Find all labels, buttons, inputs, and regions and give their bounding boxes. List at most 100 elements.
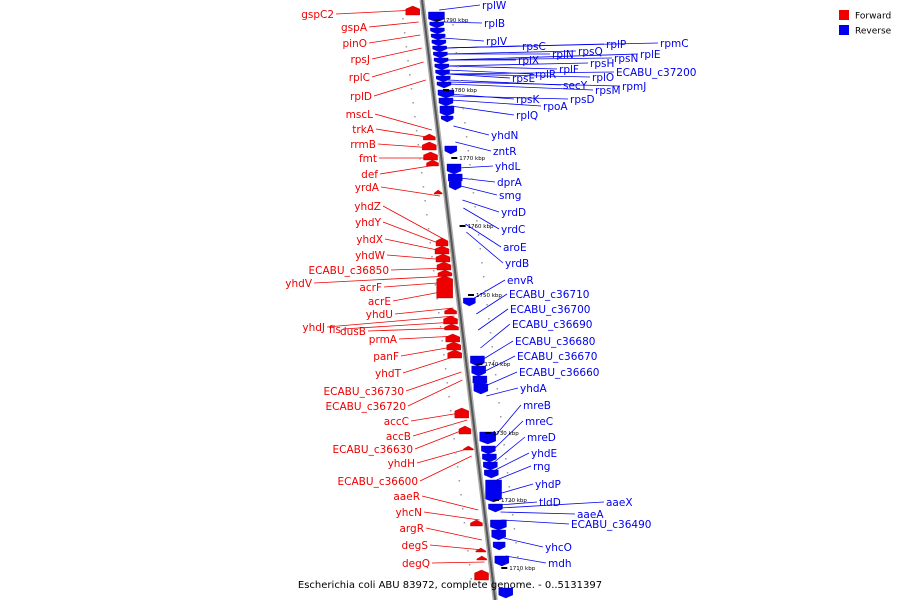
gene-label-acre[interactable]: acrE <box>368 296 391 308</box>
gene-label-rplx[interactable]: rplX <box>518 55 539 67</box>
gene-label-yhdx[interactable]: yhdX <box>356 234 383 246</box>
gene-label-argr[interactable]: argR <box>399 523 424 535</box>
gene-label-yhdz[interactable]: yhdZ <box>354 201 381 213</box>
gene-label-dusb[interactable]: dusB <box>340 326 366 338</box>
gene-label-yhcn[interactable]: yhcN <box>396 507 423 519</box>
gene-label-yhda[interactable]: yhdA <box>520 383 548 395</box>
gene-label-ecabu-c36630[interactable]: ECABU_c36630 <box>333 444 413 456</box>
gene-label-rpsd[interactable]: rpsD <box>570 94 595 106</box>
gene-label-rpmc[interactable]: rpmC <box>660 38 689 50</box>
gene-label-mscl[interactable]: mscL <box>346 109 373 121</box>
gene-label-rpsh[interactable]: rpsH <box>590 58 614 70</box>
gene-label-ecabu-c36730[interactable]: ECABU_c36730 <box>324 386 404 398</box>
gene-label-ecabu-c36600[interactable]: ECABU_c36600 <box>338 476 418 488</box>
gene-label-yhdu[interactable]: yhdU <box>366 309 393 321</box>
feature-fwd-0 <box>405 5 420 16</box>
minor-mark <box>491 346 493 348</box>
gene-label-yrda[interactable]: yrdA <box>355 182 380 194</box>
gene-label-envr[interactable]: envR <box>507 275 534 287</box>
gene-label-rpln[interactable]: rplN <box>552 49 574 61</box>
gene-label-mred[interactable]: mreD <box>527 432 556 444</box>
gene-label-yhco[interactable]: yhcO <box>545 542 572 554</box>
gene-label-fmt[interactable]: fmt <box>359 153 377 165</box>
gene-label-rpsq[interactable]: rpsQ <box>578 46 603 58</box>
gene-label-yhdt[interactable]: yhdT <box>375 368 402 380</box>
minor-mark <box>414 116 416 118</box>
gene-label-rplb[interactable]: rplB <box>484 18 505 30</box>
gene-label-smg[interactable]: smg <box>499 190 521 202</box>
gene-label-yhdh[interactable]: yhdH <box>388 458 415 470</box>
gene-label-ecabu-c36660[interactable]: ECABU_c36660 <box>519 367 599 379</box>
gene-label-rple[interactable]: rplE <box>640 49 661 61</box>
gene-label-yhde[interactable]: yhdE <box>531 448 557 460</box>
connector-ecabu-c36490 <box>501 519 570 525</box>
gene-label-rpld[interactable]: rplD <box>350 91 372 103</box>
gene-label-rpsn[interactable]: rpsN <box>614 53 638 65</box>
feature-rev-0 <box>428 11 445 23</box>
gene-label-aaea[interactable]: aaeA <box>577 509 604 521</box>
gene-label-yhdv[interactable]: yhdV <box>285 278 313 290</box>
gene-label-mdh[interactable]: mdh <box>548 558 572 570</box>
gene-label-yrdb[interactable]: yrdB <box>505 258 529 270</box>
gene-label-tldd[interactable]: tldD <box>539 497 561 509</box>
gene-label-yhdy[interactable]: yhdY <box>355 217 382 229</box>
gene-label-rplc[interactable]: rplC <box>349 72 370 84</box>
gene-label-zntr[interactable]: zntR <box>493 146 517 158</box>
feature-rev-14 <box>439 105 455 117</box>
gene-label-accb[interactable]: accB <box>386 431 411 443</box>
gene-label-rpse[interactable]: rpsE <box>512 73 535 85</box>
gene-label-yhdp[interactable]: yhdP <box>535 479 561 491</box>
connector-rpsn <box>445 57 613 61</box>
gene-label-rpoa[interactable]: rpoA <box>543 101 568 113</box>
gene-label-mreb[interactable]: mreB <box>523 400 551 412</box>
gene-label-ecabu-c36680[interactable]: ECABU_c36680 <box>515 336 595 348</box>
gene-label-yrdd[interactable]: yrdD <box>501 207 526 219</box>
gene-label-secy[interactable]: secY <box>563 80 588 92</box>
gene-label-aroe[interactable]: aroE <box>503 242 527 254</box>
gene-label-rrmb[interactable]: rrmB <box>350 139 376 151</box>
gene-label-degs[interactable]: degS <box>402 540 429 552</box>
gene-label-aaer[interactable]: aaeR <box>393 491 420 503</box>
gene-label-pino[interactable]: pinO <box>342 38 367 50</box>
gene-label-yhdw[interactable]: yhdW <box>355 250 386 262</box>
gene-label-ecabu-c36710[interactable]: ECABU_c36710 <box>509 289 589 301</box>
gene-label-accc[interactable]: accC <box>384 416 409 428</box>
gene-label-mrec[interactable]: mreC <box>525 416 553 428</box>
gene-label-rplr[interactable]: rplR <box>535 69 556 81</box>
gene-label-degq[interactable]: degQ <box>402 558 430 570</box>
gene-label-ecabu-c36490[interactable]: ECABU_c36490 <box>571 519 651 531</box>
gene-label-rplf[interactable]: rplF <box>559 64 579 76</box>
gene-label-rplq[interactable]: rplQ <box>516 110 538 122</box>
gene-label-rpsk[interactable]: rpsK <box>516 94 540 106</box>
gene-label-gspc2[interactable]: gspC2 <box>301 9 334 21</box>
gene-label-yhdl[interactable]: yhdL <box>495 161 521 173</box>
gene-label-rpmj[interactable]: rpmJ <box>622 81 646 93</box>
gene-label-yrdc[interactable]: yrdC <box>501 224 525 236</box>
gene-label-panf[interactable]: panF <box>373 351 399 363</box>
gene-label-rplp[interactable]: rplP <box>606 39 626 51</box>
minor-mark <box>486 304 488 306</box>
gene-label-prma[interactable]: prmA <box>369 334 398 346</box>
gene-label-rpsm[interactable]: rpsM <box>595 85 621 97</box>
gene-label-dpra[interactable]: dprA <box>497 177 523 189</box>
gene-label-rplv[interactable]: rplV <box>486 36 508 48</box>
gene-label-ecabu-c37200[interactable]: ECABU_c37200 <box>616 67 696 79</box>
gene-label-acrf[interactable]: acrF <box>359 282 382 294</box>
gene-label-rpsj[interactable]: rpsJ <box>350 54 370 66</box>
gene-label-ecabu-c36700[interactable]: ECABU_c36700 <box>510 304 590 316</box>
gene-label-ecabu-c36850[interactable]: ECABU_c36850 <box>309 265 389 277</box>
gene-label-aaex[interactable]: aaeX <box>606 497 633 509</box>
gene-label-ecabu-c36690[interactable]: ECABU_c36690 <box>512 319 592 331</box>
gene-label-yhdn[interactable]: yhdN <box>491 130 518 142</box>
gene-label-fis[interactable]: fis <box>329 324 341 336</box>
gene-label-rpsc[interactable]: rpsC <box>522 41 546 53</box>
gene-label-rplo[interactable]: rplO <box>592 72 614 84</box>
gene-label-yhdj[interactable]: yhdJ <box>302 322 325 334</box>
gene-label-rng[interactable]: rng <box>533 461 550 473</box>
gene-label-ecabu-c36670[interactable]: ECABU_c36670 <box>517 351 597 363</box>
gene-label-gspa[interactable]: gspA <box>341 22 368 34</box>
gene-label-rplw[interactable]: rplW <box>482 0 507 12</box>
gene-label-ecabu-c36720[interactable]: ECABU_c36720 <box>326 401 406 413</box>
gene-label-trka[interactable]: trkA <box>352 124 375 136</box>
gene-label-def[interactable]: def <box>361 169 378 181</box>
